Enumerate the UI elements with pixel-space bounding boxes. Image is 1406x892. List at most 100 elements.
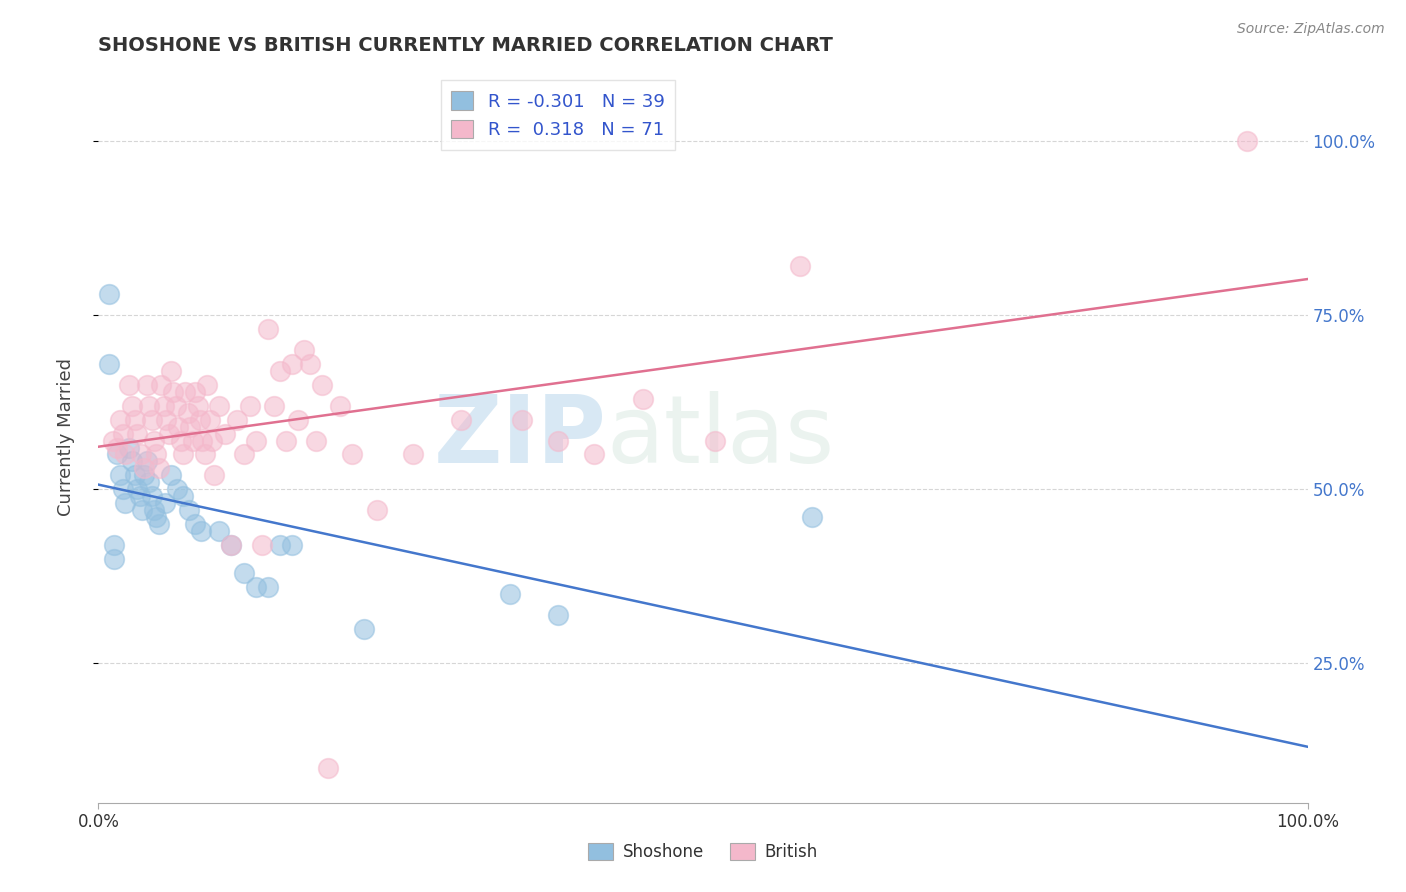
Point xyxy=(165,399,187,413)
Point xyxy=(342,448,364,462)
Point xyxy=(105,441,128,455)
Point xyxy=(118,441,141,455)
Point xyxy=(547,434,569,448)
Point xyxy=(208,524,231,538)
Point xyxy=(155,412,177,426)
Point xyxy=(108,468,131,483)
Point xyxy=(150,377,173,392)
Point xyxy=(98,287,121,301)
Text: Source: ZipAtlas.com: Source: ZipAtlas.com xyxy=(1237,22,1385,37)
Point xyxy=(134,468,156,483)
Point xyxy=(221,538,243,552)
Point xyxy=(204,468,226,483)
Legend: Shoshone, British: Shoshone, British xyxy=(582,836,824,868)
Point xyxy=(141,489,163,503)
Point xyxy=(194,448,217,462)
Point xyxy=(232,566,254,580)
Point xyxy=(108,412,131,426)
Point xyxy=(160,364,183,378)
Point xyxy=(250,538,273,552)
Point xyxy=(131,503,153,517)
Point xyxy=(547,607,569,622)
Point xyxy=(166,483,188,497)
Point xyxy=(583,448,606,462)
Point xyxy=(129,448,152,462)
Point xyxy=(232,448,254,462)
Point xyxy=(269,538,291,552)
Point xyxy=(353,622,375,636)
Point xyxy=(184,517,207,532)
Point xyxy=(127,426,149,441)
Point xyxy=(157,426,180,441)
Point xyxy=(111,426,134,441)
Point xyxy=(450,412,472,426)
Point xyxy=(148,517,170,532)
Point xyxy=(316,761,339,775)
Point xyxy=(135,377,157,392)
Point xyxy=(124,412,146,426)
Point xyxy=(134,461,156,475)
Point xyxy=(181,434,204,448)
Point xyxy=(498,587,520,601)
Point xyxy=(145,510,167,524)
Point xyxy=(188,412,211,426)
Point xyxy=(299,357,322,371)
Point xyxy=(311,377,333,392)
Point xyxy=(114,496,136,510)
Point xyxy=(148,461,170,475)
Point xyxy=(631,392,654,406)
Point xyxy=(281,357,304,371)
Point xyxy=(141,412,163,426)
Point xyxy=(103,552,125,566)
Point xyxy=(269,364,291,378)
Point xyxy=(208,399,231,413)
Point xyxy=(145,448,167,462)
Point xyxy=(221,538,243,552)
Point xyxy=(274,434,297,448)
Text: SHOSHONE VS BRITISH CURRENTLY MARRIED CORRELATION CHART: SHOSHONE VS BRITISH CURRENTLY MARRIED CO… xyxy=(98,36,834,54)
Point xyxy=(153,496,176,510)
Point xyxy=(226,412,249,426)
Point xyxy=(105,448,128,462)
Point xyxy=(201,434,224,448)
Point xyxy=(135,454,157,468)
Point xyxy=(402,448,425,462)
Point xyxy=(305,434,328,448)
Point xyxy=(114,448,136,462)
Point xyxy=(245,580,267,594)
Point xyxy=(366,503,388,517)
Point xyxy=(198,412,221,426)
Point xyxy=(329,399,352,413)
Point xyxy=(138,399,160,413)
Point xyxy=(510,412,533,426)
Point xyxy=(174,384,197,399)
Point xyxy=(191,434,214,448)
Point xyxy=(256,322,278,336)
Point xyxy=(256,580,278,594)
Point xyxy=(103,538,125,552)
Point xyxy=(152,399,174,413)
Point xyxy=(121,399,143,413)
Point xyxy=(281,538,304,552)
Point xyxy=(177,406,200,420)
Point xyxy=(111,483,134,497)
Text: atlas: atlas xyxy=(606,391,835,483)
Point xyxy=(287,412,309,426)
Point xyxy=(1236,134,1258,148)
Point xyxy=(118,377,141,392)
Point xyxy=(101,434,124,448)
Point xyxy=(127,483,149,497)
Point xyxy=(138,475,160,490)
Point xyxy=(143,503,166,517)
Point xyxy=(704,434,727,448)
Point xyxy=(121,454,143,468)
Point xyxy=(214,426,236,441)
Point xyxy=(160,468,183,483)
Y-axis label: Currently Married: Currently Married xyxy=(56,358,75,516)
Point xyxy=(98,357,121,371)
Point xyxy=(187,399,209,413)
Point xyxy=(167,419,190,434)
Point xyxy=(128,489,150,503)
Point xyxy=(172,489,194,503)
Point xyxy=(124,468,146,483)
